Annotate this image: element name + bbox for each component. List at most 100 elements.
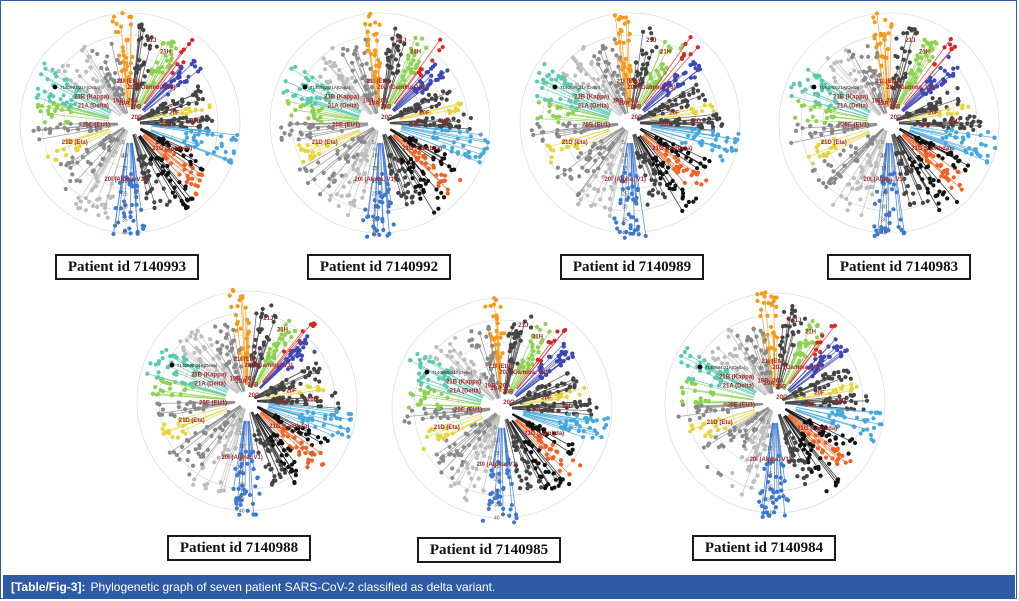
- tree-tip: [423, 181, 428, 186]
- tree-tip: [193, 447, 198, 452]
- tree-tip: [829, 163, 834, 168]
- tree-tip: [305, 101, 310, 106]
- tree-tip: [556, 353, 561, 359]
- tree-tip: [594, 405, 599, 410]
- clade-label: 21H: [919, 50, 930, 56]
- tree-tip: [828, 123, 834, 128]
- tree-tip: [636, 232, 641, 237]
- tree-branch: [821, 80, 871, 112]
- tree-tip: [385, 55, 391, 60]
- tree-tip: [295, 121, 300, 126]
- tree-tip: [608, 81, 613, 86]
- tree-tip: [177, 457, 182, 462]
- tree-tip: [49, 114, 54, 119]
- tree-tip: [164, 156, 169, 161]
- tree-branch: [632, 134, 638, 153]
- tree-branch: [523, 413, 602, 438]
- tree-tip: [121, 211, 126, 216]
- tree-tip: [949, 116, 954, 121]
- tree-tip: [278, 438, 283, 444]
- tree-tip: [170, 190, 175, 195]
- tree-tip: [544, 432, 549, 437]
- tree-tip: [377, 22, 382, 27]
- tree-tip: [209, 118, 215, 123]
- tree-tip: [312, 452, 317, 457]
- tree-branch: [182, 409, 228, 432]
- tree-tip: [271, 396, 277, 402]
- tree-tip: [797, 83, 803, 88]
- tree-tip: [838, 94, 843, 99]
- tree-tip: [689, 173, 694, 178]
- tree-tip: [927, 58, 932, 63]
- tree-tip: [94, 204, 100, 210]
- tree-tip: [237, 347, 242, 353]
- tree-tip: [875, 42, 880, 47]
- tree-tip: [326, 90, 331, 96]
- tree-tip: [94, 124, 99, 130]
- tree-tip: [186, 449, 191, 455]
- tree-tip: [399, 193, 404, 199]
- tree-tip: [157, 402, 162, 407]
- tree-branch: [190, 383, 227, 395]
- tree-tip: [682, 180, 687, 186]
- tree-branch: [514, 343, 565, 396]
- tree-tip: [530, 344, 535, 349]
- tree-tip: [413, 35, 418, 41]
- tree-branch: [869, 129, 886, 158]
- tree-tip: [36, 127, 42, 132]
- tree-tip: [238, 326, 243, 331]
- tree-tip: [558, 480, 563, 485]
- tree-tip: [195, 84, 201, 89]
- tree-branch: [267, 408, 333, 436]
- tree-tip: [899, 46, 905, 51]
- tree-tip: [347, 180, 352, 185]
- tree-tip: [305, 460, 311, 465]
- tree-tip: [626, 212, 631, 217]
- tree-tip: [211, 356, 216, 361]
- tree-tip: [567, 472, 572, 477]
- tree-tip: [670, 108, 675, 113]
- tree-branch: [389, 120, 420, 123]
- tree-tip: [269, 482, 275, 487]
- tree-tip: [513, 512, 519, 517]
- tree-tip: [947, 73, 952, 78]
- tree-tip: [730, 148, 735, 154]
- tree-tip: [720, 158, 725, 163]
- tree-tip: [231, 413, 236, 418]
- tree-tip: [80, 155, 85, 160]
- tree-tip: [937, 96, 942, 102]
- tree-branch: [899, 127, 952, 153]
- tree-tip: [326, 184, 332, 189]
- tree-tip: [349, 60, 355, 65]
- tree-branch: [873, 89, 886, 115]
- tree-tip: [193, 336, 198, 341]
- tree-tip: [673, 72, 678, 77]
- tree-tip: [594, 431, 600, 436]
- tree-tip: [94, 127, 99, 133]
- tree-tip: [231, 365, 237, 370]
- tree-tip: [868, 67, 873, 73]
- tree-tip: [324, 60, 329, 66]
- tree-tip: [544, 80, 549, 85]
- tree-tip: [435, 195, 440, 200]
- tree-branch: [560, 107, 609, 119]
- tree-branch: [259, 343, 307, 389]
- tree-tip: [284, 357, 289, 362]
- clade-label: 20F: [928, 110, 939, 116]
- clade-label: 20E (EU1): [82, 122, 110, 128]
- tree-tip: [70, 155, 75, 160]
- tree-branch: [637, 110, 660, 121]
- tree-tip: [373, 49, 378, 55]
- tree-branch: [183, 347, 239, 394]
- tree-branch: [510, 421, 553, 489]
- tree-branch: [639, 113, 717, 123]
- tree-tip: [554, 359, 559, 364]
- tree-tip: [444, 97, 449, 102]
- tree-tip: [261, 441, 266, 446]
- tree-branch: [138, 136, 182, 202]
- tree-tip: [327, 59, 333, 64]
- tree-tip: [928, 44, 933, 49]
- tree-tip: [223, 443, 228, 449]
- tree-tip: [373, 69, 378, 75]
- tree-tip: [641, 159, 646, 164]
